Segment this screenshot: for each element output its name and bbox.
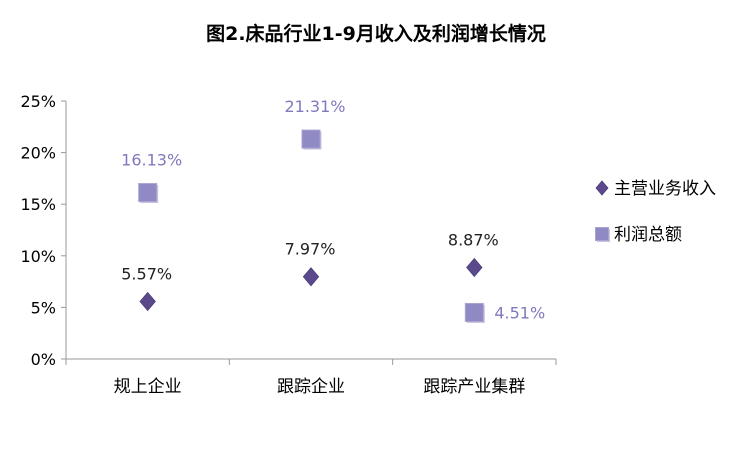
y-tick-label: 10% xyxy=(20,247,56,266)
legend-label: 主营业务收入 xyxy=(614,179,716,199)
chart-title: 图2.床品行业1-9月收入及利润增长情况 xyxy=(206,22,546,45)
y-tick-label: 15% xyxy=(20,195,56,214)
square-face xyxy=(464,302,484,322)
legend-label: 利润总额 xyxy=(614,225,682,245)
data-label-profit: 16.13% xyxy=(121,151,182,170)
point-square xyxy=(138,183,159,204)
y-tick-label: 25% xyxy=(20,92,56,111)
y-tick-label: 20% xyxy=(20,144,56,163)
data-label-revenue: 5.57% xyxy=(121,265,172,284)
point-square xyxy=(464,302,485,323)
point-square xyxy=(301,129,322,150)
square-face xyxy=(595,227,609,241)
chart-marks: 5.57% 7.97% 8.87% 16.13% 21.31% 4.51% xyxy=(121,97,545,323)
data-label-profit: 4.51% xyxy=(494,303,545,322)
square-face xyxy=(138,183,158,203)
y-tick-label: 5% xyxy=(31,298,56,317)
data-label-revenue: 8.87% xyxy=(448,230,499,249)
point-diamond xyxy=(139,291,156,312)
data-label-profit: 21.31% xyxy=(284,97,345,116)
y-tick-label: 0% xyxy=(31,350,56,369)
x-tick-label: 跟踪产业集群 xyxy=(423,377,525,397)
point-diamond xyxy=(466,257,483,278)
point-diamond xyxy=(302,267,320,287)
data-label-revenue: 7.97% xyxy=(285,240,336,259)
legend-marker-diamond xyxy=(595,180,609,196)
x-tick-label: 跟踪企业 xyxy=(277,377,345,397)
x-tick-label: 规上企业 xyxy=(114,377,182,397)
chart-axes: 0% 5% 10% 15% 20% 25% 规上企业 跟踪企业 跟踪产业集群 xyxy=(20,92,557,397)
square-face xyxy=(301,129,321,149)
legend-marker-square xyxy=(595,227,610,242)
